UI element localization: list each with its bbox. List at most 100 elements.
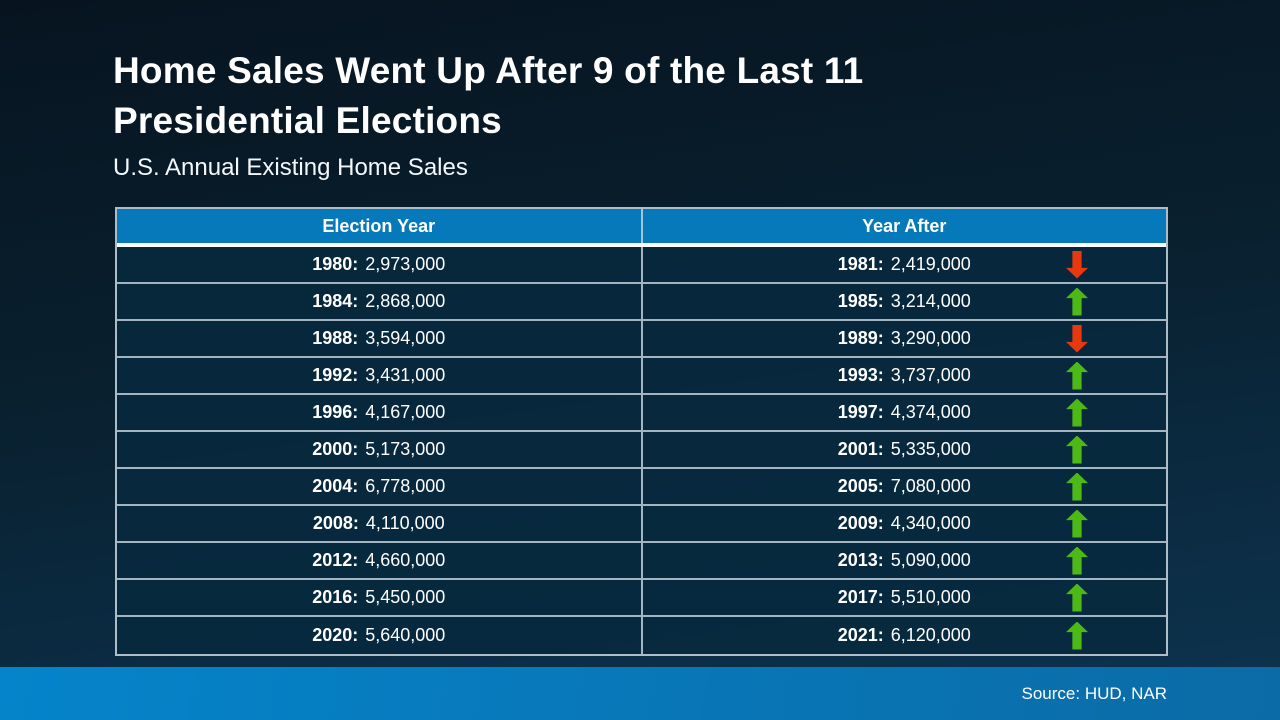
year-after-label: 1997: — [837, 402, 884, 422]
table-row: 2008: 4,110,000 2009: 4,340,000 — [117, 506, 1166, 543]
source-text: Source: HUD, NAR — [1021, 683, 1167, 703]
election-year-label: 2016: — [312, 587, 359, 607]
year-after-value: 3,214,000 — [890, 291, 971, 311]
election-year-label: 2000: — [312, 439, 359, 459]
trend-arrow-icon — [1066, 546, 1088, 575]
page-title-line-2: Presidential Elections — [113, 100, 502, 141]
election-year-label: 2012: — [312, 550, 359, 570]
column-header-year-after: Year After — [862, 215, 947, 236]
year-after-label: 2005: — [837, 476, 884, 496]
table-row: 1992: 3,431,000 1993: 3,737,000 — [117, 358, 1166, 395]
table-row: 1984: 2,868,000 1985: 3,214,000 — [117, 284, 1166, 321]
election-year-label: 1984: — [312, 291, 359, 311]
year-after-cell: 2017: 5,510,000 — [643, 580, 1167, 615]
election-year-value: 5,640,000 — [365, 625, 446, 645]
year-after-value: 3,737,000 — [890, 365, 971, 385]
table-row: 2020: 5,640,000 2021: 6,120,000 — [117, 617, 1166, 654]
election-year-label: 1988: — [312, 328, 359, 348]
year-after-value: 3,290,000 — [890, 328, 971, 348]
year-after-value: 7,080,000 — [890, 476, 971, 496]
year-after-value: 2,419,000 — [890, 254, 971, 274]
election-year-value: 4,660,000 — [365, 550, 446, 570]
year-after-label: 2013: — [837, 550, 884, 570]
table-row: 1996: 4,167,000 1997: 4,374,000 — [117, 395, 1166, 432]
election-year-value: 4,167,000 — [365, 402, 446, 422]
trend-arrow-icon — [1066, 435, 1088, 464]
table-row: 1988: 3,594,000 1989: 3,290,000 — [117, 321, 1166, 358]
year-after-label: 1985: — [837, 291, 884, 311]
trend-arrow-icon — [1066, 361, 1088, 390]
trend-arrow-icon — [1066, 287, 1088, 316]
year-after-label: 1993: — [837, 365, 884, 385]
year-after-value: 4,340,000 — [890, 513, 971, 533]
year-after-cell: 1981: 2,419,000 — [643, 247, 1167, 282]
home-sales-table: Election Year Year After 1980: 2,973,000… — [115, 207, 1168, 656]
year-after-cell: 1993: 3,737,000 — [643, 358, 1167, 393]
table-row: 2016: 5,450,000 2017: 5,510,000 — [117, 580, 1166, 617]
year-after-cell: 1985: 3,214,000 — [643, 284, 1167, 319]
election-year-cell: 1984: 2,868,000 — [117, 284, 643, 319]
election-year-cell: 2020: 5,640,000 — [117, 617, 643, 654]
table-row: 2000: 5,173,000 2001: 5,335,000 — [117, 432, 1166, 469]
election-year-label: 2004: — [312, 476, 359, 496]
page-subtitle: U.S. Annual Existing Home Sales — [113, 154, 468, 181]
table-row: 2012: 4,660,000 2013: 5,090,000 — [117, 543, 1166, 580]
election-year-cell: 2012: 4,660,000 — [117, 543, 643, 578]
trend-arrow-icon — [1066, 472, 1088, 501]
election-year-label: 1992: — [312, 365, 359, 385]
year-after-cell: 2021: 6,120,000 — [643, 617, 1167, 654]
table-header-row: Election Year Year After — [117, 209, 1166, 247]
trend-arrow-icon — [1066, 324, 1088, 353]
page-title: Home Sales Went Up After 9 of the Last 1… — [113, 46, 863, 146]
election-year-label: 2020: — [312, 625, 359, 645]
trend-arrow-icon — [1066, 398, 1088, 427]
year-after-label: 1989: — [837, 328, 884, 348]
year-after-label: 2009: — [837, 513, 884, 533]
trend-arrow-icon — [1066, 509, 1088, 538]
election-year-cell: 1988: 3,594,000 — [117, 321, 643, 356]
year-after-label: 2021: — [837, 625, 884, 645]
trend-arrow-icon — [1066, 621, 1088, 650]
election-year-value: 2,868,000 — [365, 291, 446, 311]
election-year-label: 2008: — [312, 513, 359, 533]
trend-arrow-icon — [1066, 583, 1088, 612]
trend-arrow-icon — [1066, 250, 1088, 279]
election-year-label: 1996: — [312, 402, 359, 422]
election-year-cell: 1980: 2,973,000 — [117, 247, 643, 282]
election-year-label: 1980: — [312, 254, 359, 274]
year-after-value: 5,335,000 — [890, 439, 971, 459]
election-year-value: 6,778,000 — [365, 476, 446, 496]
election-year-value: 3,431,000 — [365, 365, 446, 385]
year-after-cell: 2001: 5,335,000 — [643, 432, 1167, 467]
election-year-cell: 1992: 3,431,000 — [117, 358, 643, 393]
page-title-line-1: Home Sales Went Up After 9 of the Last 1… — [113, 50, 864, 91]
table-body: 1980: 2,973,000 1981: 2,419,000 1984: 2,… — [117, 247, 1166, 654]
election-year-value: 5,450,000 — [365, 587, 446, 607]
election-year-cell: 2000: 5,173,000 — [117, 432, 643, 467]
election-year-value: 4,110,000 — [365, 513, 445, 533]
table-row: 1980: 2,973,000 1981: 2,419,000 — [117, 247, 1166, 284]
year-after-label: 2017: — [837, 587, 884, 607]
year-after-cell: 2005: 7,080,000 — [643, 469, 1167, 504]
election-year-cell: 2016: 5,450,000 — [117, 580, 643, 615]
year-after-cell: 2009: 4,340,000 — [643, 506, 1167, 541]
election-year-cell: 2004: 6,778,000 — [117, 469, 643, 504]
table-row: 2004: 6,778,000 2005: 7,080,000 — [117, 469, 1166, 506]
year-after-value: 6,120,000 — [890, 625, 971, 645]
election-year-value: 3,594,000 — [365, 328, 446, 348]
election-year-cell: 2008: 4,110,000 — [117, 506, 643, 541]
election-year-value: 5,173,000 — [365, 439, 446, 459]
election-year-cell: 1996: 4,167,000 — [117, 395, 643, 430]
year-after-cell: 1989: 3,290,000 — [643, 321, 1167, 356]
year-after-cell: 1997: 4,374,000 — [643, 395, 1167, 430]
year-after-value: 5,510,000 — [890, 587, 971, 607]
year-after-value: 4,374,000 — [890, 402, 971, 422]
year-after-cell: 2013: 5,090,000 — [643, 543, 1167, 578]
column-header-election-year: Election Year — [117, 209, 643, 243]
year-after-value: 5,090,000 — [890, 550, 971, 570]
election-year-value: 2,973,000 — [365, 254, 446, 274]
year-after-label: 1981: — [837, 254, 884, 274]
year-after-label: 2001: — [837, 439, 884, 459]
footer-bar: Source: HUD, NAR — [0, 667, 1280, 720]
